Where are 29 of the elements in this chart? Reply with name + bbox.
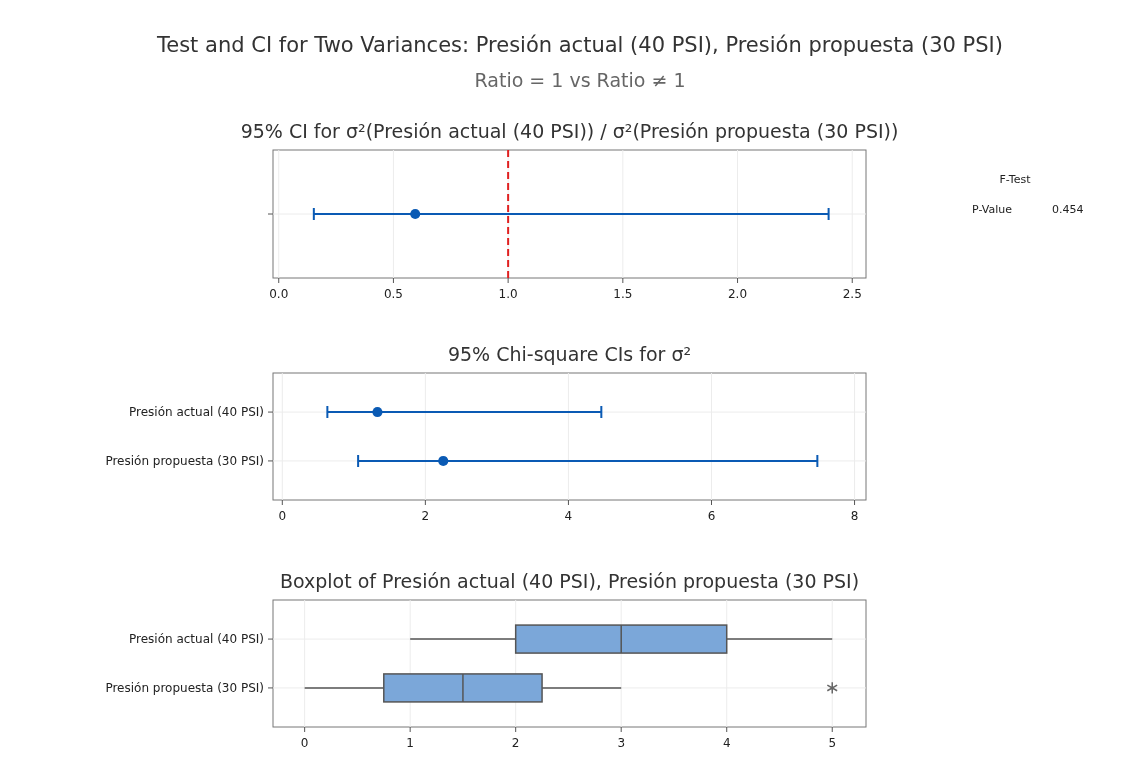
x-tick-label: 2.5 (842, 287, 862, 301)
text: Test and CI for Two Variances: Presión actual (40 PSI), Presión propuesta (30 PSI) (156, 33, 1003, 57)
chart-title: 95% CI for σ²(Presión actual (40 PSI)) / σ²(Presión propuesta (30 PSI)) (240, 120, 899, 142)
x-tick-label: 0 (300, 736, 309, 750)
x-tick-label: 1 (406, 736, 414, 750)
x-tick-label: 5 (828, 736, 837, 750)
text: P-Value (972, 203, 1013, 216)
x-tick-label: 2.0 (727, 287, 748, 301)
y-tick-label: Presión actual (40 PSI) (128, 405, 264, 420)
x-tick-label: 3 (617, 736, 626, 750)
text: F-Test (999, 173, 1032, 186)
x-tick-label: 4 (564, 509, 573, 523)
x-tick-label: 4 (722, 736, 731, 750)
x-tick-label: 1.0 (498, 287, 518, 301)
x-tick-label: 8 (850, 509, 859, 523)
y-tick-label: Presión propuesta (30 PSI) (105, 680, 264, 695)
y-tick-label: Presión propuesta (30 PSI) (105, 453, 264, 468)
x-tick-label: 2 (511, 736, 520, 750)
chart-title: Boxplot of Presión actual (40 PSI), Presión propuesta (30 PSI) (279, 570, 860, 592)
text: 0.454 (1052, 203, 1084, 216)
x-tick-label: 6 (707, 509, 716, 523)
text: Ratio = 1 vs Ratio ≠ 1 (474, 69, 686, 91)
x-tick-label: 2 (421, 509, 430, 523)
y-tick-label: Presión actual (40 PSI) (128, 632, 264, 647)
x-tick-label: 0.0 (269, 287, 289, 301)
x-tick-label: 0.5 (383, 287, 403, 301)
chart-title: 95% Chi-square CIs for σ² (447, 343, 692, 365)
x-tick-label: 1.5 (613, 287, 633, 301)
x-tick-label: 0 (278, 509, 287, 523)
